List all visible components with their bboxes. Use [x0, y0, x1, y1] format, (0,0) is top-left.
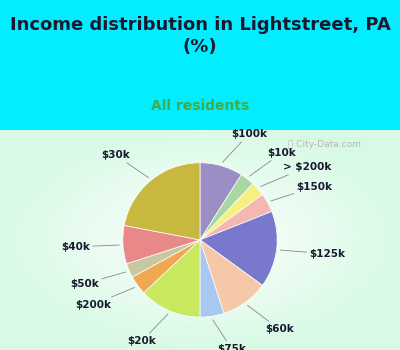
- Wedge shape: [200, 175, 253, 240]
- Text: All residents: All residents: [151, 99, 249, 113]
- Text: $150k: $150k: [271, 182, 333, 201]
- Wedge shape: [144, 240, 200, 317]
- Text: $60k: $60k: [248, 305, 294, 334]
- Wedge shape: [124, 163, 200, 240]
- Wedge shape: [200, 195, 272, 240]
- Text: $10k: $10k: [250, 148, 296, 176]
- Text: ⓘ City-Data.com: ⓘ City-Data.com: [288, 140, 361, 149]
- Text: $125k: $125k: [280, 249, 345, 259]
- Text: $75k: $75k: [213, 320, 246, 350]
- Wedge shape: [123, 225, 200, 264]
- Text: $100k: $100k: [222, 129, 267, 162]
- Wedge shape: [127, 240, 200, 277]
- Text: Income distribution in Lightstreet, PA
(%): Income distribution in Lightstreet, PA (…: [10, 16, 390, 56]
- Wedge shape: [132, 240, 200, 293]
- Wedge shape: [200, 184, 262, 240]
- Text: $30k: $30k: [101, 150, 148, 178]
- Wedge shape: [200, 240, 224, 317]
- Text: $200k: $200k: [75, 287, 134, 310]
- Wedge shape: [200, 211, 277, 285]
- Text: $20k: $20k: [128, 314, 168, 346]
- Text: $50k: $50k: [70, 272, 126, 289]
- Text: > $200k: > $200k: [261, 162, 331, 187]
- Text: $40k: $40k: [61, 242, 119, 252]
- Wedge shape: [200, 163, 241, 240]
- Wedge shape: [200, 240, 262, 313]
